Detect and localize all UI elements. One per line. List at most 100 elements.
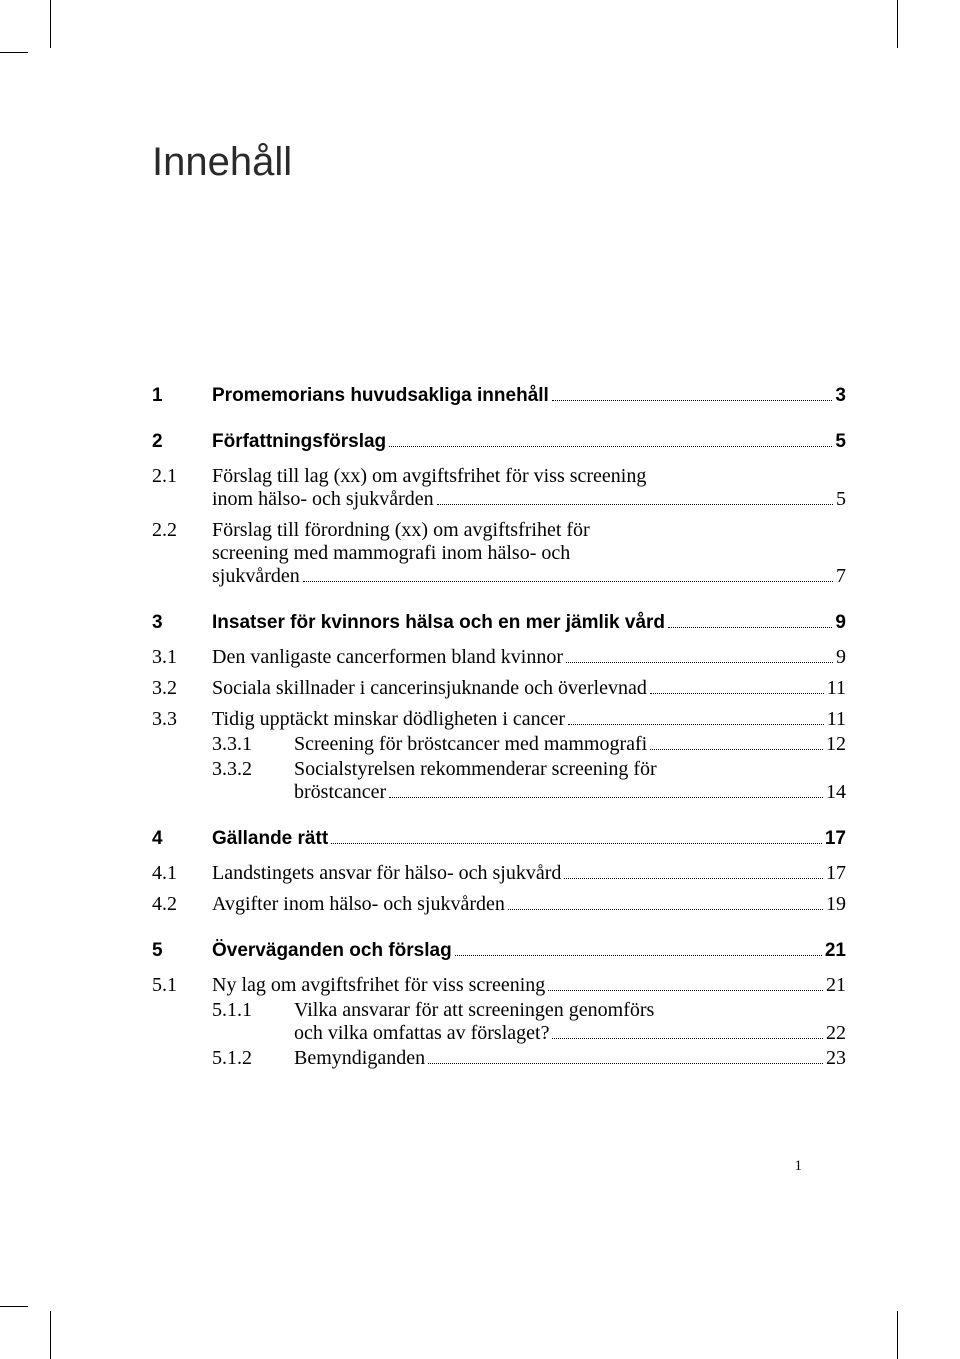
- toc-label: screening med mammografi inom hälso- och: [212, 542, 570, 565]
- page-title: Innehåll: [152, 140, 846, 185]
- toc-number: 3: [152, 612, 212, 634]
- toc-number: 2: [152, 431, 212, 453]
- toc-leader: [568, 724, 824, 725]
- crop-mark: [897, 1311, 898, 1359]
- toc-label: bröstcancer: [294, 781, 386, 804]
- toc-page: 5: [836, 488, 846, 511]
- toc-subsection: 5.1 Ny lag om avgiftsfrihet för viss scr…: [152, 974, 846, 1070]
- toc-number: 1: [152, 385, 212, 407]
- toc-label: Överväganden och förslag: [212, 940, 452, 962]
- toc-section: 1 Promemorians huvudsakliga innehåll 3: [152, 385, 846, 407]
- toc-page: 5: [835, 431, 846, 453]
- toc-label: Ny lag om avgiftsfrihet för viss screeni…: [212, 974, 545, 997]
- toc-label: Förslag till lag (xx) om avgiftsfrihet f…: [212, 465, 646, 488]
- toc-leader: [428, 1063, 823, 1064]
- toc-subsubsection: 5.1.2 Bemyndiganden 23: [212, 1047, 846, 1070]
- toc-number: 4.2: [152, 893, 212, 916]
- toc-number: 3.3.1: [212, 733, 294, 756]
- toc-label: och vilka omfattas av förslaget?: [294, 1022, 549, 1045]
- toc-page: 9: [835, 612, 846, 634]
- toc-page: 7: [836, 565, 846, 588]
- toc-leader: [389, 797, 823, 798]
- crop-mark: [0, 1306, 28, 1307]
- toc-label: Socialstyrelsen rekommenderar screening …: [294, 758, 657, 781]
- toc-page: 19: [826, 893, 846, 916]
- toc-number: 3.3: [152, 708, 212, 731]
- toc-leader: [552, 1038, 823, 1039]
- toc-leader: [650, 749, 823, 750]
- toc-number: 3.3.2: [212, 758, 294, 781]
- toc-label: Promemorians huvudsakliga innehåll: [212, 385, 549, 407]
- toc-page: 11: [827, 677, 846, 700]
- toc-number: 3.1: [152, 646, 212, 669]
- toc-subsection: 3.3 Tidig upptäckt minskar dödligheten i…: [152, 708, 846, 804]
- toc-subsection: 3.2 Sociala skillnader i cancerinsjuknan…: [152, 677, 846, 700]
- toc-subsection: 4.1 Landstingets ansvar för hälso- och s…: [152, 862, 846, 885]
- toc-page: 12: [826, 733, 846, 756]
- toc-subsection: 3.1 Den vanligaste cancerformen bland kv…: [152, 646, 846, 669]
- toc-leader: [331, 843, 822, 844]
- toc-number: 2.1: [152, 465, 212, 488]
- toc-subsection: 2.2 Förslag till förordning (xx) om avgi…: [152, 519, 846, 588]
- toc-leader: [564, 878, 823, 879]
- toc-section: 2 Författningsförslag 5: [152, 431, 846, 453]
- toc-number: 5.1: [152, 974, 212, 997]
- toc-label: Screening för bröstcancer med mammografi: [294, 733, 647, 756]
- toc-label: Vilka ansvarar för att screeningen genom…: [294, 999, 654, 1022]
- toc-leader: [566, 662, 833, 663]
- page-number: 1: [795, 1158, 803, 1175]
- toc-label: Förslag till förordning (xx) om avgiftsf…: [212, 519, 590, 542]
- toc-subsubsection: 3.3.2 Socialstyrelsen rekommenderar scre…: [212, 758, 846, 804]
- toc-label: Gällande rätt: [212, 828, 328, 850]
- toc-section: 5 Överväganden och förslag 21: [152, 940, 846, 962]
- toc-leader: [437, 504, 833, 505]
- toc-page: 9: [836, 646, 846, 669]
- toc-page: 21: [825, 940, 846, 962]
- toc-page: 17: [826, 862, 846, 885]
- toc-label: Tidig upptäckt minskar dödligheten i can…: [212, 708, 565, 731]
- toc-number: 2.2: [152, 519, 212, 542]
- toc-number: 5: [152, 940, 212, 962]
- toc-number: 3.2: [152, 677, 212, 700]
- toc-label: Författningsförslag: [212, 431, 386, 453]
- crop-mark: [0, 52, 28, 53]
- toc-leader: [455, 955, 822, 956]
- toc-label: Avgifter inom hälso- och sjukvården: [212, 893, 505, 916]
- toc-page: 17: [825, 828, 846, 850]
- toc-page: 3: [835, 385, 846, 407]
- toc-label: Bemyndiganden: [294, 1047, 425, 1070]
- toc-page: 23: [826, 1047, 846, 1070]
- crop-mark: [50, 1311, 51, 1359]
- toc-subsubsection: 5.1.1 Vilka ansvarar för att screeningen…: [212, 999, 846, 1045]
- toc-section: 3 Insatser för kvinnors hälsa och en mer…: [152, 612, 846, 634]
- toc-leader: [303, 581, 833, 582]
- toc-page: 21: [826, 974, 846, 997]
- toc-number: 4.1: [152, 862, 212, 885]
- toc-number: 4: [152, 828, 212, 850]
- toc-subsubsection: 3.3.1 Screening för bröstcancer med mamm…: [212, 733, 846, 756]
- toc-leader: [389, 446, 832, 447]
- toc-subsection: 4.2 Avgifter inom hälso- och sjukvården …: [152, 893, 846, 916]
- toc-label: Landstingets ansvar för hälso- och sjukv…: [212, 862, 561, 885]
- toc-page: 22: [826, 1022, 846, 1045]
- toc-label: Sociala skillnader i cancerinsjuknande o…: [212, 677, 647, 700]
- toc-number: 5.1.2: [212, 1047, 294, 1070]
- toc-leader: [668, 627, 832, 628]
- toc-label: inom hälso- och sjukvården: [212, 488, 434, 511]
- toc-label: Den vanligaste cancerformen bland kvinno…: [212, 646, 563, 669]
- crop-mark: [897, 0, 898, 48]
- toc-subsection: 2.1 Förslag till lag (xx) om avgiftsfrih…: [152, 465, 846, 511]
- toc-leader: [552, 400, 833, 401]
- toc-leader: [508, 909, 823, 910]
- toc-number: 5.1.1: [212, 999, 294, 1022]
- toc-label: sjukvården: [212, 565, 300, 588]
- toc-page: 11: [827, 708, 846, 731]
- toc-leader: [650, 693, 824, 694]
- toc-leader: [548, 990, 823, 991]
- toc-label: Insatser för kvinnors hälsa och en mer j…: [212, 612, 665, 634]
- crop-mark: [50, 0, 51, 48]
- toc-page: 14: [826, 781, 846, 804]
- table-of-contents: 1 Promemorians huvudsakliga innehåll 3 2…: [152, 385, 846, 1070]
- toc-section: 4 Gällande rätt 17: [152, 828, 846, 850]
- page-content: Innehåll 1 Promemorians huvudsakliga inn…: [152, 140, 846, 1072]
